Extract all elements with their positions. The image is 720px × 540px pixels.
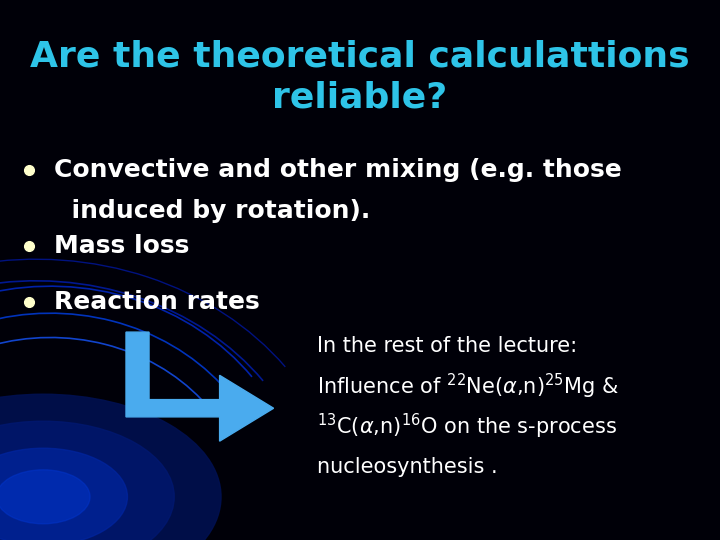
- Ellipse shape: [0, 421, 174, 540]
- Text: Mass loss: Mass loss: [54, 234, 189, 258]
- Text: $^{13}$C($\alpha$,n)$^{16}$O on the s-process: $^{13}$C($\alpha$,n)$^{16}$O on the s-pr…: [317, 412, 617, 441]
- Ellipse shape: [0, 448, 127, 540]
- Polygon shape: [126, 332, 274, 441]
- Text: Are the theoretical calculattions: Are the theoretical calculattions: [30, 40, 690, 73]
- Ellipse shape: [0, 394, 221, 540]
- Text: nucleosynthesis .: nucleosynthesis .: [317, 457, 498, 477]
- Text: induced by rotation).: induced by rotation).: [54, 199, 370, 222]
- Text: In the rest of the lecture:: In the rest of the lecture:: [317, 335, 577, 356]
- Text: Reaction rates: Reaction rates: [54, 291, 260, 314]
- Ellipse shape: [0, 470, 90, 524]
- Text: reliable?: reliable?: [272, 80, 448, 114]
- Text: Influence of $^{22}$Ne($\alpha$,n)$^{25}$Mg &: Influence of $^{22}$Ne($\alpha$,n)$^{25}…: [317, 372, 619, 401]
- Text: Convective and other mixing (e.g. those: Convective and other mixing (e.g. those: [54, 158, 622, 182]
